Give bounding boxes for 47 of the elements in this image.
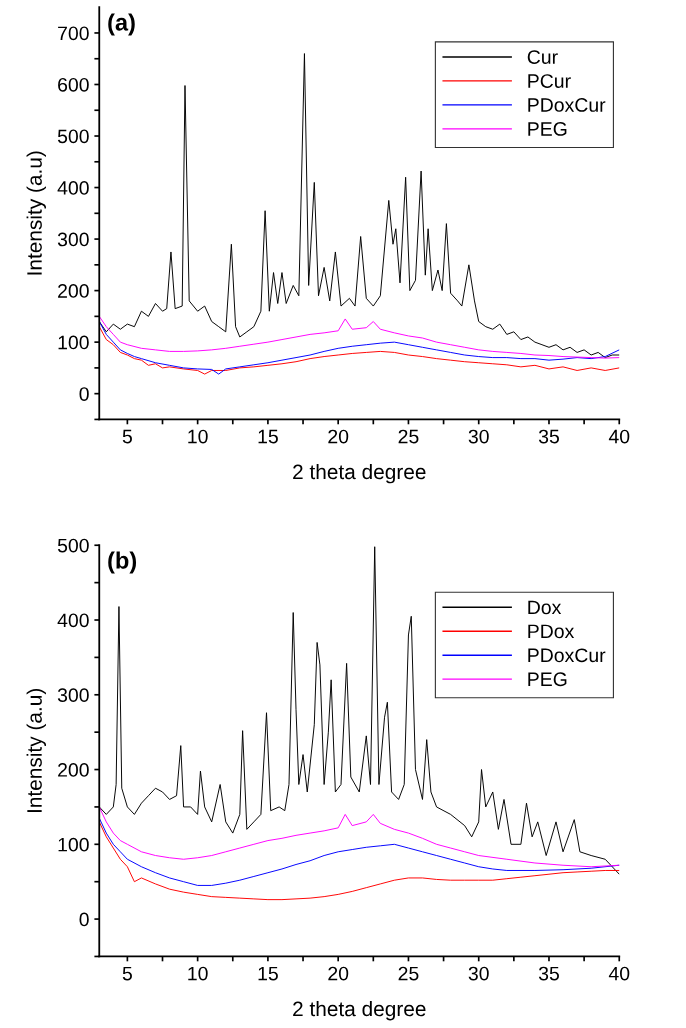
x-tick-label: 10: [188, 429, 208, 444]
y-axis-title: Intensity (a.u): [26, 151, 46, 275]
y-tick-label: 400: [57, 181, 89, 195]
x-tick-label: 15: [258, 429, 278, 444]
legend-label: PCur: [528, 74, 571, 88]
legend-label: PDoxCur: [528, 648, 606, 663]
legend-label: Cur: [527, 50, 558, 64]
y-tick-label: 600: [58, 77, 89, 92]
x-axis-title: 2 theta degree: [293, 1000, 426, 1021]
y-tick-label: 100: [58, 837, 89, 852]
x-tick-label: 20: [328, 429, 349, 444]
x-tick-label: 35: [538, 429, 559, 444]
x-tick-label: 40: [608, 966, 630, 981]
y-tick-label: 300: [57, 688, 89, 703]
x-tick-label: 20: [328, 966, 349, 981]
x-tick-label: 5: [122, 966, 132, 981]
y-tick-label: 400: [57, 613, 89, 628]
x-tick-label: 25: [398, 429, 419, 444]
annotation: (a): [108, 13, 135, 36]
annotation: (b): [108, 551, 137, 574]
legend-label: Dox: [528, 600, 562, 615]
line-series: [99, 315, 620, 359]
line-series: [99, 806, 620, 868]
y-tick-label: 300: [57, 232, 89, 247]
y-axis-title: Intensity (a.u): [26, 689, 46, 813]
y-tick-label: 0: [79, 912, 89, 927]
x-tick-label: 30: [468, 966, 489, 981]
x-tick-label: 25: [398, 966, 419, 981]
y-tick-label: 200: [58, 284, 89, 298]
x-tick-label: 15: [258, 966, 278, 981]
y-tick-label: 200: [58, 763, 89, 777]
y-tick-label: 100: [58, 335, 89, 350]
legend-label: PDox: [528, 624, 575, 639]
line-series: [99, 821, 620, 901]
y-tick-label: 0: [79, 387, 89, 401]
legend-label: PEG: [528, 122, 567, 136]
x-axis-title: 2 theta degree: [293, 463, 426, 484]
y-tick-label: 500: [57, 538, 89, 553]
legend-label: PDoxCur: [528, 98, 606, 112]
x-tick-label: 10: [188, 966, 208, 981]
x-tick-label: 40: [608, 429, 630, 444]
y-tick-label: 700: [58, 26, 89, 41]
x-tick-label: 35: [538, 966, 559, 981]
y-tick-label: 500: [57, 129, 89, 144]
x-tick-label: 30: [468, 429, 489, 444]
x-tick-label: 5: [122, 429, 132, 444]
legend-label: PEG: [528, 672, 567, 687]
